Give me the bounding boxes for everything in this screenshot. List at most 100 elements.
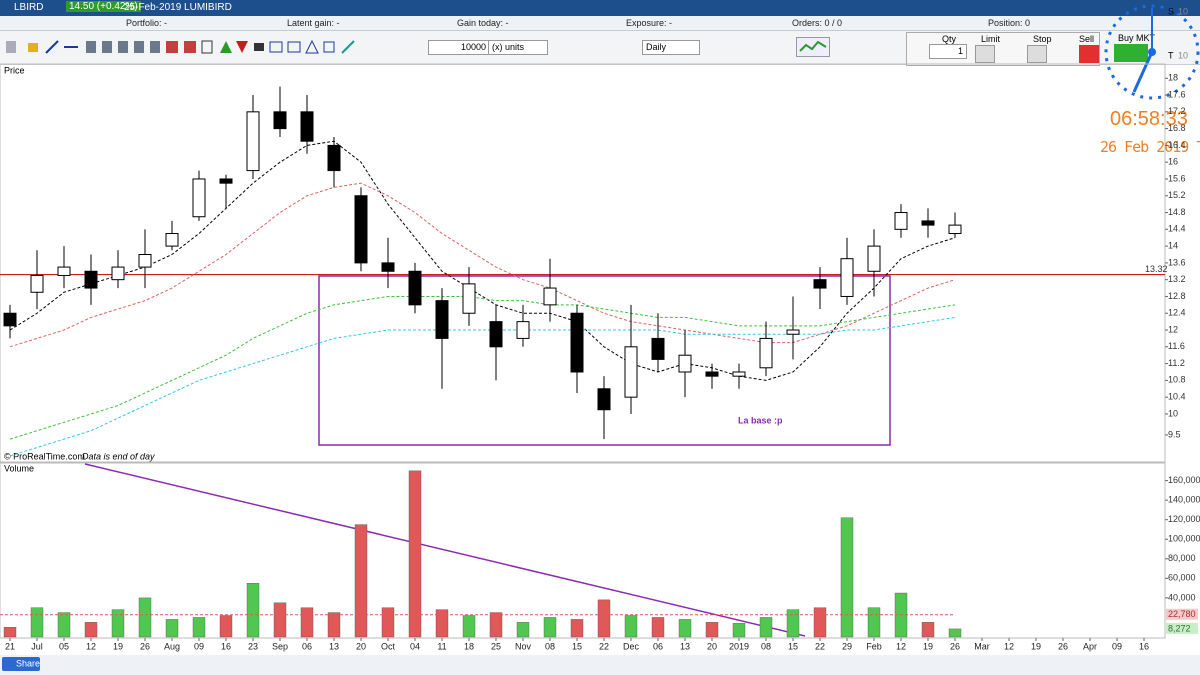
qty-input[interactable]: 1: [929, 44, 967, 59]
instrument: 25-Feb-2019 LUMIBIRD: [124, 2, 232, 13]
position[interactable]: Position: 0: [988, 18, 1031, 28]
x-tick-label: 15: [788, 641, 798, 651]
candle-body: [867, 245, 881, 272]
candle-body: [246, 111, 260, 172]
volume-bar: [597, 599, 611, 638]
candle-body: [408, 270, 422, 306]
share-button[interactable]: [2, 657, 40, 671]
moving-average: [9, 295, 956, 440]
y-tick-label: 17.2: [1168, 106, 1186, 116]
x-tick-label: 20: [356, 641, 366, 651]
limit-button[interactable]: [975, 45, 995, 63]
volume-bar: [138, 597, 152, 638]
x-tick-label: 04: [410, 641, 420, 651]
latent-gain: Latent gain: -: [287, 18, 340, 28]
y-tick-label: 14: [1168, 240, 1178, 250]
stop-button[interactable]: [1027, 45, 1047, 63]
y-tick-label: 14.4: [1168, 224, 1186, 234]
t-label: T: [1168, 50, 1174, 60]
source: © ProRealTime.com: [4, 451, 85, 461]
x-tick-label: 21: [5, 641, 15, 651]
qty-label: Qty: [942, 34, 957, 44]
title-bar: LBIRD 14.50 (+0.42%) 25-Feb-2019 LUMIBIR…: [0, 0, 1200, 16]
volume-bar: [786, 609, 800, 638]
sell-button[interactable]: [1079, 45, 1099, 63]
volume-bar: [813, 607, 827, 638]
x-tick-label: 25: [491, 641, 501, 651]
chart-type[interactable]: [796, 37, 830, 57]
candle-body: [543, 287, 557, 306]
limit-label: Limit: [981, 34, 1001, 44]
y-tick-label: 140,000: [1168, 495, 1200, 505]
x-tick-label: 13: [329, 641, 339, 651]
candle-body: [948, 224, 962, 235]
clock-date: 26 Feb 2019 Tu: [1100, 138, 1200, 156]
y-tick-label: 9.5: [1168, 429, 1181, 439]
volume-bar: [30, 607, 44, 638]
stop-label: Stop: [1033, 34, 1052, 44]
x-tick-label: 06: [653, 641, 663, 651]
y-tick-label: 160,000: [1168, 475, 1200, 485]
unit-select[interactable]: (x) units: [488, 40, 548, 55]
y-tick-label: 10.8: [1168, 375, 1186, 385]
x-tick-label: Mar: [974, 641, 990, 651]
t-value: 10: [1178, 50, 1188, 60]
volume-bar: [381, 607, 395, 638]
x-tick-label: 12: [86, 641, 96, 651]
quote: 14.50 (+0.42%): [66, 1, 141, 12]
candle-body: [138, 253, 152, 268]
candle-body: [759, 337, 773, 369]
candle-body: [732, 371, 746, 377]
y-tick-label: 12.8: [1168, 291, 1186, 301]
trend-line: [84, 463, 806, 637]
candle-body: [921, 220, 935, 226]
x-tick-label: 19: [113, 641, 123, 651]
x-tick-label: 18: [464, 641, 474, 651]
y-tick-label: 12.4: [1168, 308, 1186, 318]
volume-bar: [543, 617, 557, 638]
volume-bar: [111, 609, 125, 638]
x-tick-label: 06: [302, 641, 312, 651]
candle-body: [219, 178, 233, 184]
candle-body: [786, 329, 800, 335]
candle-body: [705, 371, 719, 377]
x-tick-label: 26: [1058, 641, 1068, 651]
y-tick-label: 15.2: [1168, 190, 1186, 200]
drawing-tools[interactable]: [4, 39, 356, 55]
x-tick-label: 19: [1031, 641, 1041, 651]
orders[interactable]: Orders: 0 / 0: [792, 18, 843, 28]
buy-label: Buy MKT: [1118, 33, 1156, 43]
volume-bar: [570, 619, 584, 638]
x-tick-label: Apr: [1083, 641, 1097, 651]
x-tick-label: 23: [248, 641, 258, 651]
x-tick-label: Sep: [272, 641, 288, 651]
last-tag: [1166, 622, 1198, 634]
order-panel: Qty 1 Limit Stop Sell MKT: [906, 32, 1100, 66]
candle-body: [57, 266, 71, 276]
status-bar: [0, 655, 1200, 675]
candle-body: [813, 279, 827, 289]
x-tick-label: 26: [140, 641, 150, 651]
source-note: Data is end of day: [82, 451, 155, 461]
volume-bar: [651, 617, 665, 638]
candle-body: [462, 283, 476, 314]
candle-body: [84, 270, 98, 289]
candle-body: [570, 312, 584, 373]
quantity-input[interactable]: 10000: [428, 40, 490, 55]
candle-body: [273, 111, 287, 130]
x-tick-label: Jul: [31, 641, 43, 651]
volume-bar: [327, 612, 341, 638]
volume-bar: [921, 622, 935, 638]
candle-body: [111, 266, 125, 281]
x-tick-label: 12: [1004, 641, 1014, 651]
candle-body: [651, 337, 665, 360]
exposure: Exposure: -: [626, 18, 673, 28]
y-tick-label: 10.4: [1168, 392, 1186, 402]
x-tick-label: 2019: [729, 641, 749, 651]
buy-button[interactable]: [1114, 44, 1148, 62]
moving-average: [9, 140, 956, 381]
y-tick-label: 11.6: [1168, 341, 1185, 351]
period-select[interactable]: Daily: [642, 40, 700, 55]
